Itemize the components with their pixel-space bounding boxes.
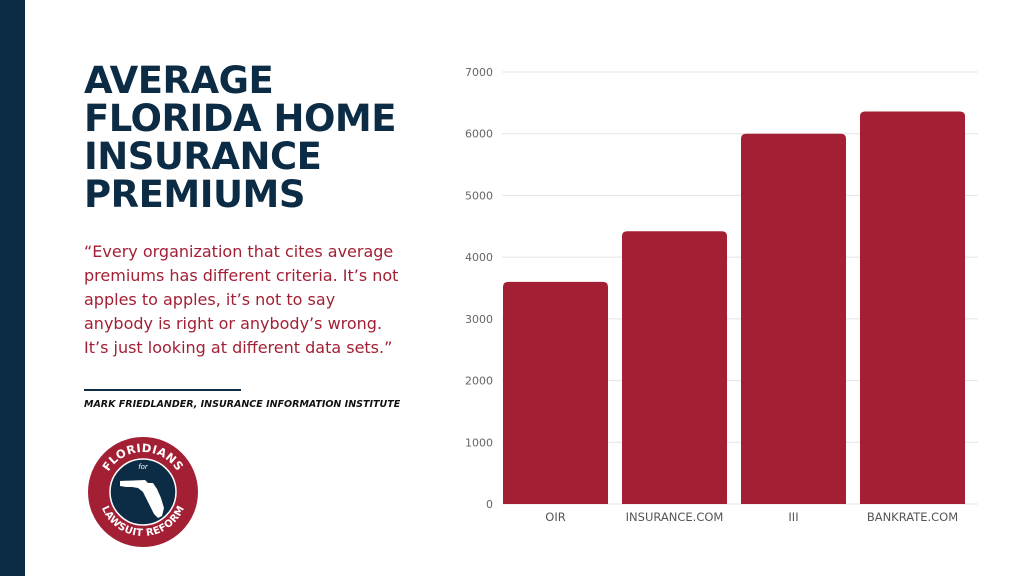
quote-divider (84, 389, 241, 391)
florida-map-icon (120, 480, 164, 518)
y-tick-label: 7000 (465, 66, 493, 79)
bar-oir (503, 281, 608, 504)
premiums-bar-chart: 0 1000 2000 3000 4000 5000 6000 7000 OIR INSURANC… (465, 66, 978, 524)
bar-insurance-com (622, 231, 727, 505)
y-tick-label: 5000 (465, 189, 493, 202)
y-tick-label: 6000 (465, 128, 493, 141)
title-line-4: PREMIUMS (84, 173, 305, 216)
side-accent-bar (0, 0, 25, 576)
y-tick-label: 4000 (465, 251, 493, 264)
logo-for-text: for (138, 463, 149, 471)
y-tick-label: 1000 (465, 436, 493, 449)
title-line-1: AVERAGE (84, 59, 274, 102)
bar-bankrate-com (860, 111, 965, 505)
quote-text: “Every organization that cites average p… (84, 242, 399, 357)
title-line-3: INSURANCE (84, 135, 322, 178)
y-tick-label: 3000 (465, 313, 493, 326)
floridians-logo: FLORIDIANS LAWSUIT REFORM for (88, 437, 198, 547)
x-tick-label: INSURANCE.COM (626, 510, 724, 524)
y-tick-label: 2000 (465, 375, 493, 388)
page-title: AVERAGE FLORIDA HOME INSURANCE PREMIUMS (84, 62, 424, 214)
y-tick-label: 0 (486, 498, 493, 511)
title-line-2: FLORIDA HOME (84, 97, 397, 140)
bar-iii (741, 133, 846, 504)
x-tick-label: BANKRATE.COM (867, 510, 958, 524)
quote-attribution: MARK FRIEDLANDER, INSURANCE INFORMATION … (84, 399, 401, 410)
x-tick-label: OIR (545, 510, 565, 524)
x-tick-label: III (788, 510, 798, 524)
